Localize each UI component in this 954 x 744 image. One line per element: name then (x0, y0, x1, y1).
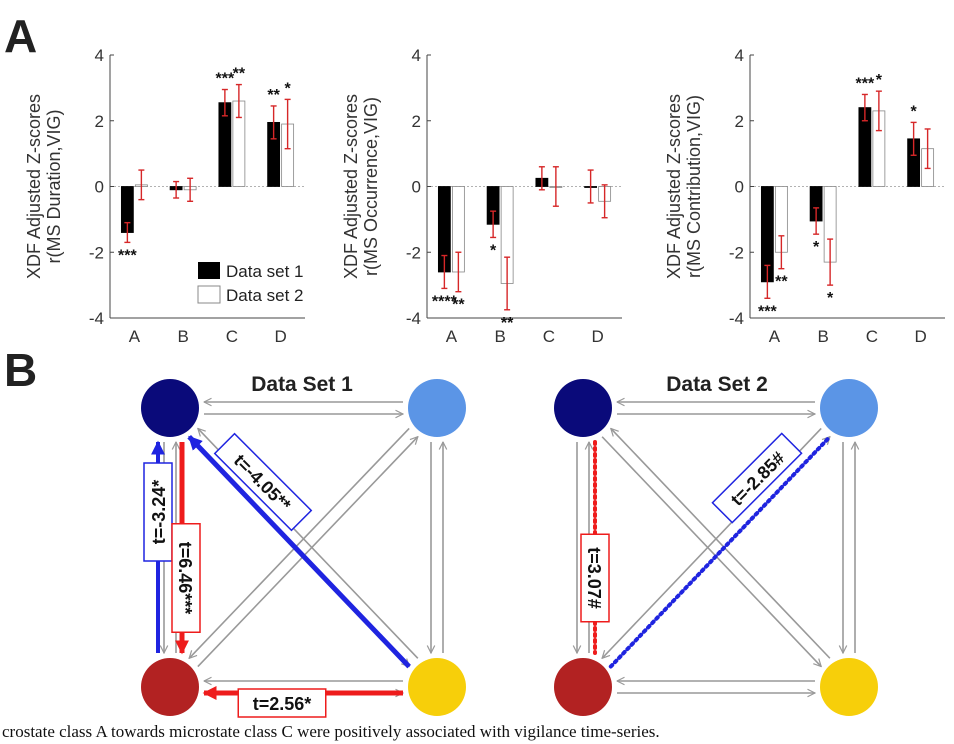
significance-marker: *** (118, 247, 137, 264)
transition-edge (189, 427, 410, 658)
microstate-node-b (408, 379, 466, 437)
significance-marker: ** (775, 274, 788, 291)
highlight-edge-d-to-a (187, 434, 411, 669)
x-tick-label: A (446, 327, 458, 346)
microstate-node-c (554, 658, 612, 716)
transition-label-text: t=2.56* (253, 694, 312, 714)
significance-marker: *** (216, 71, 235, 88)
x-tick-label: B (494, 327, 505, 346)
transition-label: t=6.46*** (171, 523, 201, 633)
y-tick-label: 4 (735, 46, 744, 65)
significance-marker: * (911, 103, 918, 120)
significance-marker: ** (233, 66, 246, 83)
network-title: Data Set 1 (251, 373, 353, 396)
x-tick-label: B (817, 327, 828, 346)
transition-label-box (171, 523, 201, 633)
transition-edge (611, 428, 831, 659)
transition-label-box (580, 533, 610, 623)
transition-label-text: t=-3.24* (149, 480, 169, 545)
transition-label-text: t=6.46*** (175, 542, 195, 615)
y-tick-label: 2 (95, 112, 104, 131)
y-tick-label: 2 (412, 112, 421, 131)
y-tick-label: -2 (89, 243, 104, 262)
y-tick-label: 4 (412, 46, 421, 65)
transition-label-box (143, 462, 173, 562)
x-tick-label: C (226, 327, 238, 346)
legend-swatch-set1 (198, 262, 220, 279)
microstate-node-a (554, 379, 612, 437)
significance-marker: **** (432, 293, 458, 310)
y-axis-label-line2: r(MS Duration,VIG) (44, 109, 64, 263)
significance-marker: * (285, 80, 292, 97)
transition-label: t=3.07# (580, 533, 610, 623)
x-tick-label: A (769, 327, 781, 346)
transition-label: t=2.56* (237, 688, 327, 718)
panel-label-b: B (4, 344, 37, 396)
x-tick-label: B (177, 327, 188, 346)
bar-chart-1: 4 2 0 -2 -4 XDF Adjusted Z-scores r(MS Duratio… (24, 46, 305, 346)
y-tick-label: -4 (89, 309, 104, 328)
significance-marker: * (876, 72, 883, 89)
microstate-node-d (408, 658, 466, 716)
y-tick-label: 0 (95, 178, 104, 197)
microstate-node-a (141, 379, 199, 437)
x-tick-label: C (543, 327, 555, 346)
significance-marker: * (490, 242, 497, 259)
microstate-node-c (141, 658, 199, 716)
y-tick-label: -4 (729, 309, 744, 328)
transition-label-text: t=-4.05** (230, 450, 295, 515)
figure-caption: crostate class A towards microstate clas… (2, 722, 660, 741)
transition-label-box (711, 432, 803, 524)
legend-swatch-set2 (197, 285, 221, 304)
transition-label: t=-3.24* (143, 462, 173, 562)
legend: Data set 1 Data set 2 (197, 262, 304, 305)
x-tick-label: D (274, 327, 286, 346)
network-title: Data Set 2 (666, 373, 768, 396)
transition-label-box (237, 688, 327, 718)
y-tick-label: 2 (735, 112, 744, 131)
y-tick-label: 0 (412, 178, 421, 197)
network-2: Data Set 2t=3.07#t=-2.85# (554, 373, 878, 716)
x-tick-label: D (591, 327, 603, 346)
highlight-edge-c-to-b (608, 434, 832, 669)
significance-marker: * (827, 290, 834, 307)
significance-marker: ** (452, 297, 465, 314)
bar-chart-2: 4 2 0 -2 -4 XDF Adjusted Z-scores r(MS Occurre… (341, 46, 622, 346)
transition-label-box (213, 432, 313, 532)
y-axis-label-line2: r(MS Occurrence,VIG) (361, 97, 381, 276)
microstate-node-b (820, 379, 878, 437)
transition-edge (197, 437, 418, 668)
significance-marker: ** (267, 87, 280, 104)
y-tick-label: -2 (406, 243, 421, 262)
legend-label-set2: Data set 2 (226, 286, 304, 305)
x-tick-label: C (866, 327, 878, 346)
y-axis-label-line1: XDF Adjusted Z-scores (24, 94, 44, 279)
network-diagrams: Data Set 1 t=-3.24* t=6.46*** t=-4.05** t=2.… (141, 373, 878, 718)
legend-label-set1: Data set 1 (226, 262, 304, 281)
y-axis-label-line1: XDF Adjusted Z-scores (664, 94, 684, 279)
x-tick-label: A (129, 327, 141, 346)
transition-label-text: t=3.07# (584, 547, 604, 609)
microstate-node-d (820, 658, 878, 716)
panel-label-a: A (4, 10, 37, 62)
y-tick-label: 4 (95, 46, 104, 65)
significance-marker: ** (501, 315, 514, 332)
y-tick-label: 0 (735, 178, 744, 197)
significance-marker: *** (758, 303, 777, 320)
y-axis-label-line1: XDF Adjusted Z-scores (341, 94, 361, 279)
y-tick-label: -2 (729, 243, 744, 262)
significance-marker: * (813, 239, 820, 256)
y-axis-label-line2: r(MS Contribution,VIG) (684, 95, 704, 278)
x-tick-label: D (914, 327, 926, 346)
y-tick-label: -4 (406, 309, 421, 328)
network-1: Data Set 1 t=-3.24* t=6.46*** t=-4.05** t=2.… (141, 373, 466, 718)
bar-chart-3: 4 2 0 -2 -4 XDF Adjusted Z-scores r(MS Contrib… (664, 46, 945, 346)
transition-edge (601, 436, 821, 667)
significance-marker: *** (856, 75, 875, 92)
